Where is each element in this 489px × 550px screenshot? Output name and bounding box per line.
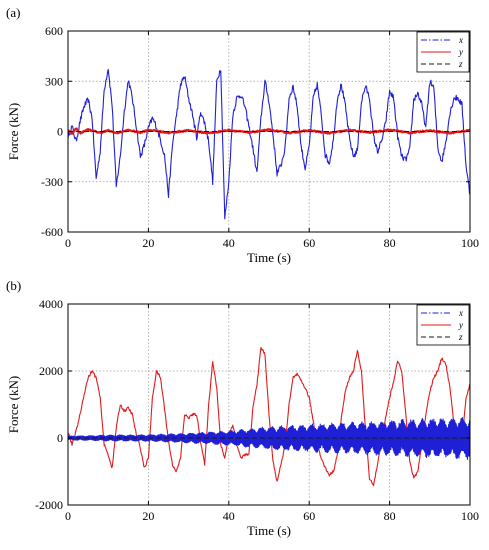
plot-frame <box>67 303 471 506</box>
x-tick-label: 100 <box>461 236 479 250</box>
legend-label-x: x <box>458 35 463 45</box>
x-axis-label: Time (s) <box>247 250 291 265</box>
series-x-line <box>68 417 470 461</box>
legend: xyz <box>416 304 470 346</box>
series-x-line <box>68 68 470 220</box>
x-tick-label: 80 <box>384 509 396 523</box>
y-tick-label: 4000 <box>39 297 63 311</box>
legend-label-y: y <box>458 320 463 330</box>
x-tick-label: 60 <box>303 236 315 250</box>
y-tick-label: -2000 <box>35 498 63 512</box>
x-tick-label: 80 <box>384 236 396 250</box>
x-tick-label: 100 <box>461 509 479 523</box>
y-tick-label: 600 <box>45 24 63 38</box>
panel-label: (a) <box>6 5 20 20</box>
panel-label: (b) <box>6 278 21 293</box>
y-tick-label: 2000 <box>39 364 63 378</box>
x-axis-label: Time (s) <box>247 523 291 538</box>
y-tick-label: -300 <box>41 175 63 189</box>
x-tick-label: 40 <box>223 509 235 523</box>
y-axis-label: Force (kN) <box>6 103 21 160</box>
x-tick-label: 60 <box>303 509 315 523</box>
plot-area <box>68 346 470 487</box>
series-y-line <box>68 346 470 487</box>
legend-label-y: y <box>458 47 463 57</box>
x-tick-label: 20 <box>142 236 154 250</box>
legend-label-z: z <box>458 59 463 69</box>
x-tick-label: 40 <box>223 236 235 250</box>
legend: xyz <box>416 31 470 73</box>
y-tick-label: 0 <box>57 431 63 445</box>
y-tick-label: 0 <box>57 125 63 139</box>
x-tick-label: 0 <box>65 509 71 523</box>
x-tick-label: 20 <box>142 509 154 523</box>
plot-area <box>68 68 470 220</box>
chart-panel-a: 0 20 40 60 80 100 -600 -300 0 300 600 Time (s) Force… <box>6 5 479 265</box>
x-tick-label: 0 <box>65 236 71 250</box>
y-tick-label: -600 <box>41 225 63 239</box>
legend-label-x: x <box>458 308 463 318</box>
y-axis-label: Force (kN) <box>6 376 21 433</box>
y-tick-label: 300 <box>45 74 63 88</box>
legend-label-z: z <box>458 332 463 342</box>
